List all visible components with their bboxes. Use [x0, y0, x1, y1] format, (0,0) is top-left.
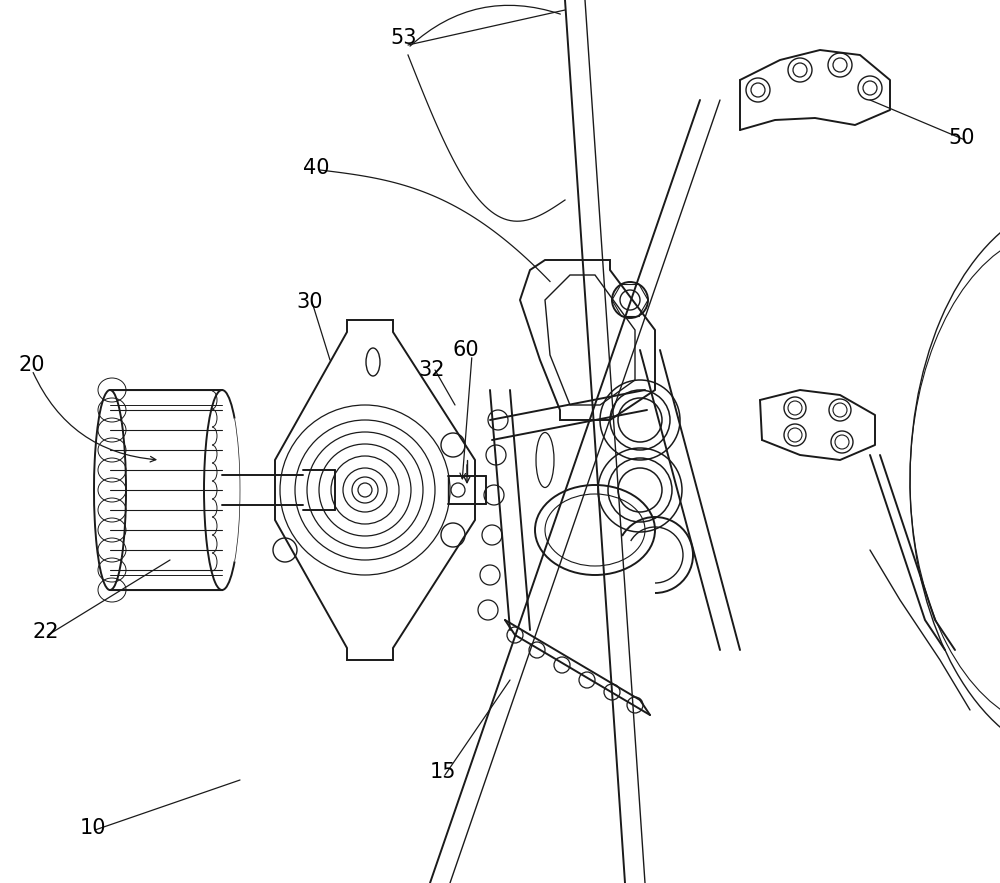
Text: 40: 40 — [303, 158, 330, 178]
Text: 10: 10 — [80, 818, 106, 838]
Text: 15: 15 — [430, 762, 456, 782]
Text: 53: 53 — [390, 28, 416, 48]
Text: 32: 32 — [418, 360, 444, 380]
Text: 50: 50 — [948, 128, 974, 148]
Text: 30: 30 — [296, 292, 322, 312]
Text: 22: 22 — [32, 622, 58, 642]
Text: 60: 60 — [453, 340, 480, 360]
Text: 20: 20 — [18, 355, 44, 375]
